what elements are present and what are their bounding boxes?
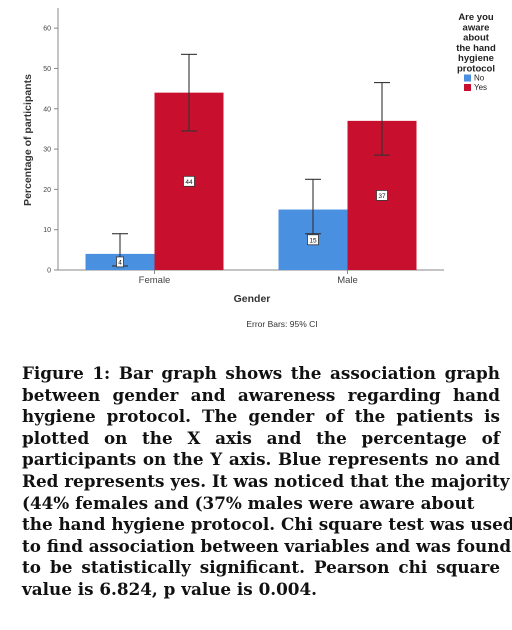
error-bar-footnote: Error Bars: 95% CI: [246, 319, 317, 329]
svg-text:37: 37: [378, 193, 386, 200]
svg-text:44: 44: [185, 179, 193, 186]
error-bar-no-male: [305, 178, 321, 235]
y-axis: 0 10 20 30 40 50 60: [43, 8, 59, 275]
data-label-no-male: 15: [307, 234, 319, 246]
y-axis-title: Percentage of participants: [22, 74, 34, 206]
legend: Are you aware about the hand hygiene protocol…: [456, 12, 496, 92]
caption-line: (44% females and (37% males were aware a…: [22, 492, 475, 513]
legend-title: Are you aware about the hand hygiene protocol: [456, 12, 496, 75]
caption-line: the hand hygiene protocol. Chi square te…: [22, 514, 512, 535]
caption-line: to find association between variables an…: [22, 535, 512, 556]
x-tick-label-male: Male: [337, 275, 358, 286]
figure-caption: Figure 1: Bar graph shows the associatio…: [22, 363, 512, 601]
error-bar-yes-female: [181, 53, 197, 132]
caption-line: participants on the Y axis. Blue represe…: [22, 449, 500, 470]
legend-label-yes: Yes: [474, 83, 487, 92]
caption-line: to be statistically significant. Pearson…: [22, 557, 500, 578]
bar-chart: 0 10 20 30 40 50 60 Female Male Percentage of p…: [22, 8, 496, 329]
x-tick-label-female: Female: [139, 275, 171, 286]
y-tick-label: 50: [43, 66, 51, 73]
y-tick-label: 0: [47, 268, 51, 275]
legend-label-no: No: [474, 74, 485, 83]
legend-swatch-yes: [464, 84, 471, 91]
data-label-yes-female: 44: [183, 175, 195, 187]
y-tick-label: 10: [43, 227, 51, 234]
svg-text:15: 15: [309, 237, 317, 244]
caption-line: plotted on the X axis and the percentage…: [22, 427, 500, 448]
error-bar-yes-male: [374, 82, 390, 156]
caption-line: value is 6.824, p value is 0.004.: [22, 578, 317, 599]
caption-line: Red represents yes. It was noticed that …: [22, 470, 510, 491]
legend-item-no: No: [464, 74, 485, 83]
y-tick-label: 40: [43, 106, 51, 113]
y-tick-label: 20: [43, 187, 51, 194]
legend-swatch-no: [464, 74, 471, 82]
svg-text:4: 4: [118, 260, 122, 267]
y-tick-label: 30: [43, 147, 51, 154]
y-tick-label: 60: [43, 26, 51, 33]
caption-line: Figure 1: Bar graph shows the associatio…: [22, 363, 500, 383]
caption-line: hygiene protocol. The gender of the pati…: [22, 406, 500, 427]
data-label-yes-male: 37: [376, 190, 388, 201]
x-axis: Female Male: [58, 269, 444, 286]
x-axis-title: Gender: [234, 293, 271, 305]
caption-line: between gender and awareness regarding h…: [22, 384, 500, 405]
data-label-no-female: 4: [116, 256, 124, 268]
legend-item-yes: Yes: [464, 83, 487, 92]
